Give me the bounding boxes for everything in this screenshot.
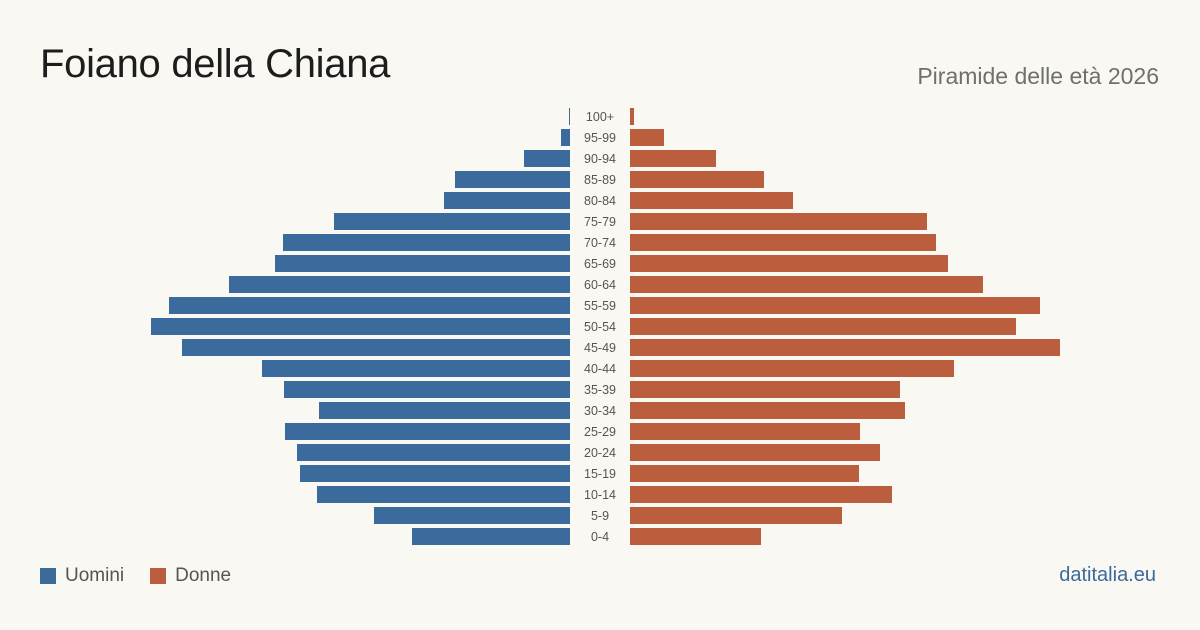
bar-men-90-94 xyxy=(524,150,570,167)
bar-women-80-84 xyxy=(630,192,793,209)
bar-women-35-39 xyxy=(630,381,900,398)
bar-women-65-69 xyxy=(630,255,948,272)
bar-women-90-94 xyxy=(630,150,716,167)
legend-swatch-women xyxy=(150,568,167,584)
age-label-20-24: 20-24 xyxy=(584,446,616,460)
age-label-45-49: 45-49 xyxy=(584,341,616,355)
age-label-35-39: 35-39 xyxy=(584,383,616,397)
age-label-25-29: 25-29 xyxy=(584,425,616,439)
age-label-40-44: 40-44 xyxy=(584,362,616,376)
bar-women-15-19 xyxy=(630,465,859,482)
age-label-90-94: 90-94 xyxy=(584,152,616,166)
bar-men-30-34 xyxy=(319,402,570,419)
bar-women-20-24 xyxy=(630,444,880,461)
bar-men-25-29 xyxy=(285,423,570,440)
bar-women-25-29 xyxy=(630,423,860,440)
age-label-30-34: 30-34 xyxy=(584,404,616,418)
age-label-15-19: 15-19 xyxy=(584,467,616,481)
age-label-95-99: 95-99 xyxy=(584,131,616,145)
bar-men-0-4 xyxy=(412,528,570,545)
bar-women-45-49 xyxy=(630,339,1060,356)
bar-women-75-79 xyxy=(630,213,927,230)
age-label-55-59: 55-59 xyxy=(584,299,616,313)
brand-link[interactable]: datitalia.eu xyxy=(1059,564,1156,586)
legend: Uomini Donne xyxy=(40,565,257,587)
bar-men-5-9 xyxy=(374,507,570,524)
bar-men-55-59 xyxy=(169,297,570,314)
bar-men-40-44 xyxy=(262,360,570,377)
legend-label-men: Uomini xyxy=(65,565,125,586)
bar-men-80-84 xyxy=(444,192,570,209)
bar-women-85-89 xyxy=(630,171,764,188)
legend-label-women: Donne xyxy=(175,565,232,586)
age-label-65-69: 65-69 xyxy=(584,257,616,271)
age-label-60-64: 60-64 xyxy=(584,278,616,292)
bar-men-15-19 xyxy=(300,465,570,482)
bar-men-60-64 xyxy=(229,276,570,293)
legend-item-men: Uomini xyxy=(40,565,124,587)
bar-men-35-39 xyxy=(284,381,570,398)
legend-item-women: Donne xyxy=(150,565,231,587)
bar-women-40-44 xyxy=(630,360,954,377)
bar-women-30-34 xyxy=(630,402,905,419)
bar-women-50-54 xyxy=(630,318,1016,335)
bar-men-20-24 xyxy=(297,444,570,461)
bar-women-60-64 xyxy=(630,276,983,293)
age-label-50-54: 50-54 xyxy=(584,320,616,334)
page-title: Foiano della Chiana xyxy=(40,42,391,86)
bar-men-100+ xyxy=(569,108,570,125)
chart-subtitle: Piramide delle età 2026 xyxy=(917,63,1159,89)
age-label-85-89: 85-89 xyxy=(584,173,616,187)
bar-women-5-9 xyxy=(630,507,842,524)
bar-men-65-69 xyxy=(275,255,570,272)
bar-women-100+ xyxy=(630,108,634,125)
age-label-0-4: 0-4 xyxy=(591,530,609,544)
bar-men-10-14 xyxy=(317,486,570,503)
legend-swatch-men xyxy=(40,568,56,584)
age-label-80-84: 80-84 xyxy=(584,194,616,208)
bar-men-50-54 xyxy=(151,318,570,335)
age-label-75-79: 75-79 xyxy=(584,215,616,229)
bar-women-10-14 xyxy=(630,486,892,503)
age-label-5-9: 5-9 xyxy=(591,509,609,523)
bar-men-95-99 xyxy=(561,129,570,146)
age-label-100+: 100+ xyxy=(586,110,614,124)
bar-women-70-74 xyxy=(630,234,936,251)
age-label-10-14: 10-14 xyxy=(584,488,616,502)
bar-men-75-79 xyxy=(334,213,570,230)
bar-women-0-4 xyxy=(630,528,761,545)
bar-women-95-99 xyxy=(630,129,664,146)
age-label-70-74: 70-74 xyxy=(584,236,616,250)
bar-men-70-74 xyxy=(283,234,570,251)
bar-men-45-49 xyxy=(182,339,570,356)
bar-men-85-89 xyxy=(455,171,570,188)
bar-women-55-59 xyxy=(630,297,1040,314)
